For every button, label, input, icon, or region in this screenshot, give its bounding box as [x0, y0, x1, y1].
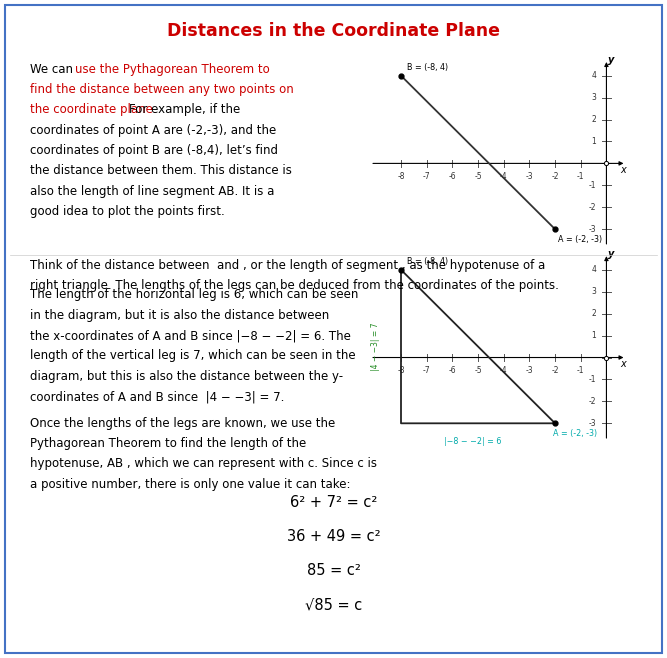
Text: We can: We can [30, 63, 77, 76]
Text: -3: -3 [526, 366, 533, 375]
Text: |4 − −3| = 7: |4 − −3| = 7 [371, 322, 380, 371]
Text: Think of the distance between  and , or the length of segment , as the hypotenus: Think of the distance between and , or t… [30, 259, 545, 272]
Text: -5: -5 [474, 366, 482, 375]
Text: 1: 1 [592, 137, 596, 146]
Text: -4: -4 [500, 172, 508, 181]
Text: -5: -5 [474, 172, 482, 181]
Text: -6: -6 [448, 366, 456, 375]
Text: -1: -1 [589, 181, 596, 190]
Text: coordinates of point B are (-8,4), let’s find: coordinates of point B are (-8,4), let’s… [30, 144, 278, 157]
Text: Distances in the Coordinate Plane: Distances in the Coordinate Plane [167, 22, 500, 40]
Text: -3: -3 [589, 418, 596, 428]
Text: |−8 − −2| = 6: |−8 − −2| = 6 [444, 437, 502, 446]
Text: the coordinate plane.: the coordinate plane. [30, 103, 157, 116]
Text: -3: -3 [526, 172, 533, 181]
Text: also the length of line segment AB. It is a: also the length of line segment AB. It i… [30, 185, 274, 198]
Text: hypotenuse, AB , which we can represent with c. Since c is: hypotenuse, AB , which we can represent … [30, 457, 377, 470]
Text: 4: 4 [592, 71, 596, 80]
Text: 36 + 49 = c²: 36 + 49 = c² [287, 529, 380, 544]
Text: use the Pythagorean Theorem to: use the Pythagorean Theorem to [75, 63, 270, 76]
Text: 4: 4 [592, 265, 596, 274]
Text: 2: 2 [592, 115, 596, 124]
Text: y: y [608, 55, 614, 65]
Text: -7: -7 [423, 172, 430, 181]
Text: A = (-2, -3): A = (-2, -3) [552, 430, 597, 438]
Text: x: x [620, 359, 626, 368]
Text: 6² + 7² = c²: 6² + 7² = c² [290, 495, 377, 510]
Text: 3: 3 [592, 93, 596, 102]
Text: the x-coordinates of A and B since |−8 − −2| = 6. The: the x-coordinates of A and B since |−8 −… [30, 329, 351, 342]
Text: √85 = c: √85 = c [305, 597, 362, 613]
Text: right triangle. The lengths of the legs can be deduced from the coordinates of t: right triangle. The lengths of the legs … [30, 279, 559, 292]
Text: 1: 1 [592, 331, 596, 340]
Text: -1: -1 [577, 172, 584, 181]
Text: -6: -6 [448, 172, 456, 181]
Text: a positive number, there is only one value it can take:: a positive number, there is only one val… [30, 478, 351, 491]
Text: For example, if the: For example, if the [129, 103, 240, 116]
Text: length of the vertical leg is 7, which can be seen in the: length of the vertical leg is 7, which c… [30, 349, 356, 363]
Text: 2: 2 [592, 309, 596, 318]
Text: coordinates of A and B since  |4 − −3| = 7.: coordinates of A and B since |4 − −3| = … [30, 390, 284, 403]
Text: -3: -3 [589, 224, 596, 234]
Text: 85 = c²: 85 = c² [307, 563, 360, 578]
Text: Pythagorean Theorem to find the length of the: Pythagorean Theorem to find the length o… [30, 437, 306, 450]
Text: 3: 3 [592, 287, 596, 296]
Text: -4: -4 [500, 366, 508, 375]
Text: A = (-2, -3): A = (-2, -3) [558, 235, 602, 243]
Text: -8: -8 [398, 172, 405, 181]
Text: -2: -2 [552, 172, 559, 181]
Text: -8: -8 [398, 366, 405, 375]
Text: B = (-8, 4): B = (-8, 4) [408, 257, 448, 266]
Text: B = (-8, 4): B = (-8, 4) [408, 63, 448, 72]
Text: -2: -2 [589, 397, 596, 406]
Text: in the diagram, but it is also the distance between: in the diagram, but it is also the dista… [30, 309, 329, 322]
Text: -7: -7 [423, 366, 430, 375]
Text: -1: -1 [577, 366, 584, 375]
Text: x: x [620, 164, 626, 174]
Text: diagram, but this is also the distance between the y-: diagram, but this is also the distance b… [30, 370, 343, 383]
Text: y: y [608, 249, 614, 259]
Text: -1: -1 [589, 375, 596, 384]
Text: the distance between them. This distance is: the distance between them. This distance… [30, 164, 292, 178]
Text: good idea to plot the points first.: good idea to plot the points first. [30, 205, 225, 218]
Text: The length of the horizontal leg is 6, which can be seen: The length of the horizontal leg is 6, w… [30, 288, 358, 301]
Text: Once the lengths of the legs are known, we use the: Once the lengths of the legs are known, … [30, 417, 336, 430]
Text: coordinates of point A are (-2,-3), and the: coordinates of point A are (-2,-3), and … [30, 124, 276, 137]
Text: -2: -2 [552, 366, 559, 375]
Text: find the distance between any two points on: find the distance between any two points… [30, 83, 293, 96]
Text: -2: -2 [589, 203, 596, 212]
